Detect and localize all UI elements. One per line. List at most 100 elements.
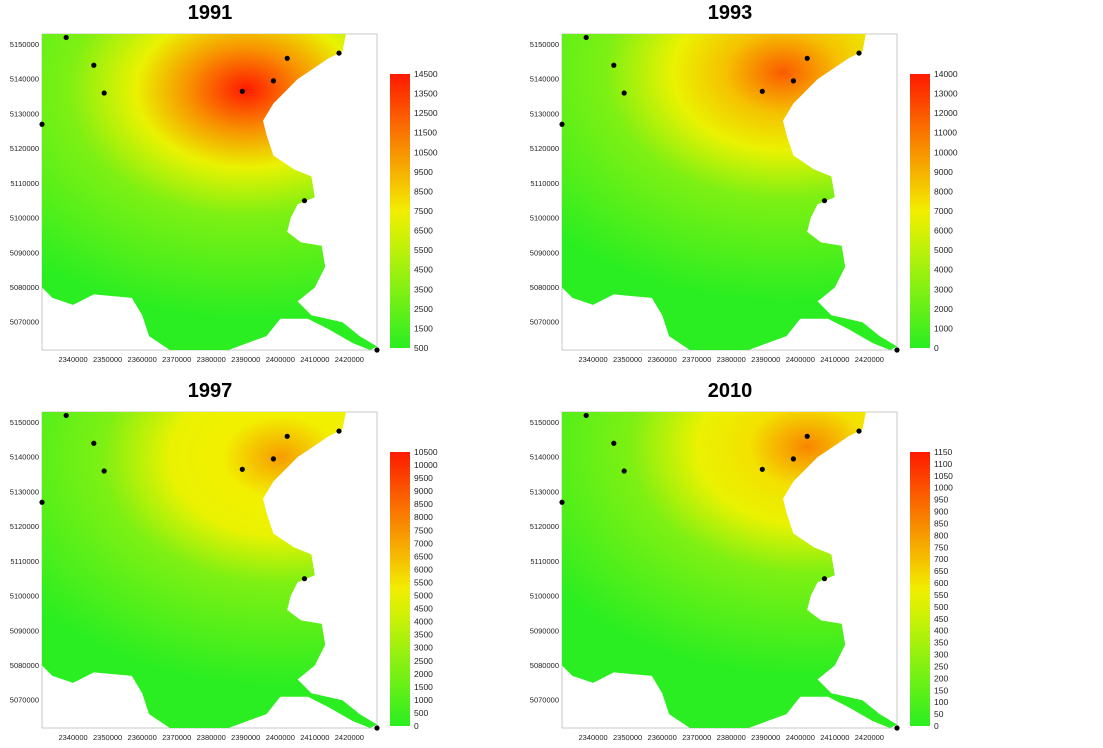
y-tick-label: 5150000: [10, 418, 39, 427]
station-point: [559, 499, 565, 505]
x-tick-label: 2350000: [613, 733, 642, 742]
x-tick-label: 2350000: [93, 355, 122, 364]
y-tick-label: 5150000: [530, 40, 559, 49]
map-panel-1993: 1993 5150000 5140000 5130000 5120000 5110000 5…: [520, 0, 1040, 372]
map-svg: 5150000 5140000 5130000 5120000 5110000 51000…: [10, 411, 438, 742]
panel-title: 1991: [187, 2, 233, 24]
legend-tick-label: 250: [934, 661, 948, 671]
legend-tick-label: 4500: [414, 265, 433, 275]
y-tick-label: 5100000: [10, 214, 39, 223]
legend-tick-label: 0: [934, 343, 939, 353]
legend-tick-label: 3000: [934, 284, 953, 294]
station-point: [821, 198, 828, 204]
y-tick-label: 5120000: [10, 522, 39, 531]
x-tick-label: 2370000: [162, 355, 191, 364]
x-tick-label: 2370000: [682, 355, 711, 364]
legend-tick-label: 2000: [414, 669, 433, 679]
y-tick-label: 5140000: [530, 75, 559, 84]
legend-tick-label: 13000: [934, 89, 958, 99]
legend-tick-label: 600: [934, 578, 948, 588]
station-point: [63, 34, 69, 41]
y-tick-label: 5150000: [530, 418, 559, 427]
y-tick-label: 5090000: [530, 248, 559, 257]
station-point: [336, 50, 342, 56]
legend-tick-label: 750: [934, 542, 948, 552]
map-svg: 5150000 5140000 5130000 5120000 5110000 51000…: [10, 33, 438, 364]
y-tick-label: 5070000: [10, 696, 39, 705]
legend-tick-label: 1000: [414, 695, 433, 705]
station-point: [759, 466, 765, 472]
legend-tick-label: 500: [934, 602, 948, 612]
legend-tick-label: 13500: [414, 89, 438, 99]
station-point: [101, 468, 107, 474]
legend-tick-label: 350: [934, 638, 948, 648]
station-point: [821, 576, 828, 582]
x-tick-label: 2360000: [128, 733, 157, 742]
station-point: [374, 347, 380, 353]
legend-tick-label: 10500: [414, 447, 438, 457]
x-tick-label: 2380000: [717, 355, 746, 364]
legend-tick-label: 100: [934, 697, 948, 707]
x-tick-label: 2410000: [300, 355, 329, 364]
legend-tick-label: 5000: [934, 245, 953, 255]
y-tick-label: 5080000: [530, 283, 559, 292]
station-point: [39, 121, 45, 127]
legend-tick-label: 12500: [414, 108, 438, 118]
station-point: [63, 412, 69, 419]
station-point: [583, 412, 589, 419]
station-point: [239, 466, 245, 472]
y-tick-label: 5080000: [10, 661, 39, 670]
legend-tick-label: 8000: [414, 512, 433, 522]
legend-tick-label: 7500: [414, 525, 433, 535]
station-point: [374, 725, 380, 731]
legend-tick-label: 1500: [414, 682, 433, 692]
panel-title: 1993: [707, 2, 753, 24]
y-tick-label: 5080000: [530, 661, 559, 670]
station-point: [790, 456, 796, 462]
y-tick-label: 5100000: [530, 214, 559, 223]
x-tick-label: 2370000: [682, 733, 711, 742]
legend-tick-label: 900: [934, 507, 948, 517]
legend-tick-label: 10000: [934, 147, 958, 157]
legend-tick-label: 6000: [414, 564, 433, 574]
x-tick-label: 2400000: [266, 733, 295, 742]
legend-tick-label: 6500: [414, 226, 433, 236]
legend-tick-label: 200: [934, 673, 948, 683]
legend-tick-label: 550: [934, 590, 948, 600]
legend-color-bar: [390, 452, 410, 726]
legend-tick-label: 7000: [934, 206, 953, 216]
x-tick-label: 2340000: [58, 733, 87, 742]
y-tick-label: 5100000: [10, 592, 39, 601]
legend-tick-label: 9000: [934, 167, 953, 177]
station-point: [301, 576, 308, 582]
x-tick-label: 2380000: [197, 355, 226, 364]
x-tick-label: 2410000: [820, 733, 849, 742]
legend-tick-label: 1050: [934, 471, 953, 481]
x-tick-label: 2360000: [648, 355, 677, 364]
y-tick-label: 5090000: [10, 626, 39, 635]
legend-tick-label: 9500: [414, 473, 433, 483]
legend-tick-label: 5000: [414, 591, 433, 601]
station-point: [856, 428, 862, 434]
station-point: [759, 88, 765, 94]
y-tick-label: 5110000: [10, 179, 39, 188]
y-tick-label: 5140000: [10, 75, 39, 84]
x-tick-label: 2340000: [578, 355, 607, 364]
legend-tick-label: 12000: [934, 108, 958, 118]
x-tick-label: 2390000: [751, 355, 780, 364]
legend-tick-label: 0: [934, 721, 939, 731]
legend-tick-label: 2500: [414, 656, 433, 666]
station-point: [284, 433, 290, 439]
map-panel-2010: 2010 5150000 5140000 5130000 5120000 5110000 5…: [520, 378, 1040, 747]
y-tick-label: 5100000: [530, 592, 559, 601]
legend-tick-label: 5500: [414, 245, 433, 255]
x-tick-label: 2400000: [786, 355, 815, 364]
legend-tick-label: 7000: [414, 538, 433, 548]
map-panel-1997: 1997 5150000 5140000 5130000 5120000 5110000 5…: [0, 378, 520, 747]
station-point: [804, 433, 810, 439]
legend-tick-label: 14000: [934, 69, 958, 79]
station-point: [270, 78, 276, 84]
y-tick-label: 5120000: [530, 522, 559, 531]
station-point: [790, 78, 796, 84]
x-tick-label: 2410000: [820, 355, 849, 364]
